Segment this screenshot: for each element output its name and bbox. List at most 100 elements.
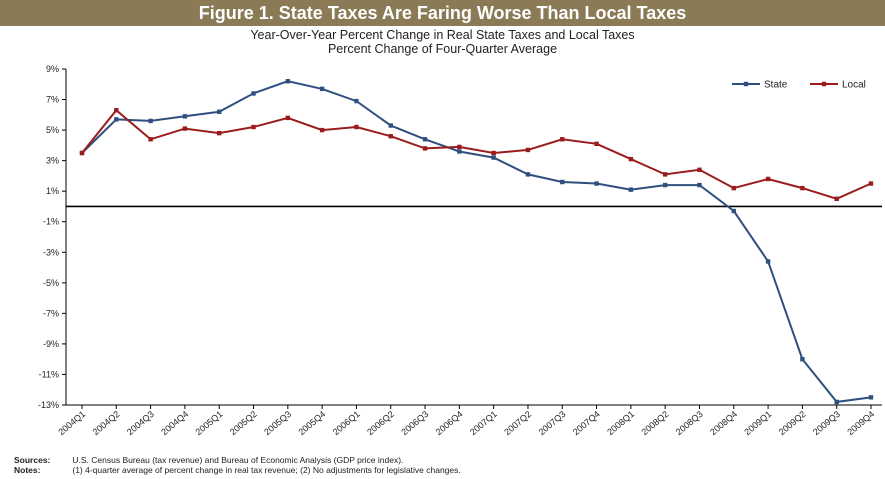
x-tick-label: 2006Q3 <box>399 409 430 437</box>
state-data-point <box>525 172 531 177</box>
local-legend-marker <box>821 81 827 87</box>
x-tick-label: 2008Q2 <box>639 409 670 437</box>
local-data-point <box>148 137 153 142</box>
footnotes: Sources: U.S. Census Bureau (tax revenue… <box>14 455 461 475</box>
state-data-point <box>834 399 839 405</box>
state-data-point <box>457 149 462 154</box>
chart-subtitle-1: Year-Over-Year Percent Change in Real St… <box>250 28 635 42</box>
state-legend-label: State <box>764 80 788 91</box>
local-data-point <box>868 181 874 186</box>
local-data-point <box>491 150 496 156</box>
x-tick-label: 2005Q2 <box>228 409 259 437</box>
local-data-point <box>251 124 256 130</box>
y-tick-label: -7% <box>43 308 59 318</box>
y-tick-label: 1% <box>46 186 59 196</box>
y-tick-label: -13% <box>38 400 59 410</box>
x-tick-label: 2006Q4 <box>434 409 465 437</box>
sources-text: U.S. Census Bureau (tax revenue) and Bur… <box>72 455 404 465</box>
x-tick-label: 2005Q1 <box>194 409 225 437</box>
y-tick-label: -11% <box>39 369 59 379</box>
notes-line: Notes: (1) 4-quarter average of percent … <box>14 465 461 475</box>
local-data-point <box>114 108 119 113</box>
local-series-line <box>81 108 872 200</box>
state-data-point <box>765 259 771 264</box>
local-legend-label: Local <box>842 80 866 91</box>
notes-label: Notes: <box>14 465 41 475</box>
x-tick-label: 2004Q3 <box>125 409 156 437</box>
x-tick-label: 2005Q3 <box>262 409 293 437</box>
state-data-point <box>285 79 291 84</box>
x-tick-label: 2009Q3 <box>811 409 842 437</box>
x-tick-label: 2007Q1 <box>468 409 499 437</box>
state-data-point <box>594 181 599 186</box>
x-tick-label: 2007Q2 <box>502 409 533 437</box>
x-tick-label: 2007Q3 <box>537 409 568 437</box>
local-data-point <box>662 172 668 177</box>
local-data-point <box>457 144 462 150</box>
state-data-point <box>628 187 634 192</box>
sources-line: Sources: U.S. Census Bureau (tax revenue… <box>14 455 461 465</box>
y-tick-label: -9% <box>43 339 59 349</box>
sources-label: Sources: <box>14 455 51 465</box>
local-data-point <box>354 124 359 130</box>
local-data-point <box>765 176 771 182</box>
state-series-line <box>81 80 872 403</box>
local-data-point <box>628 156 634 162</box>
state-data-point <box>388 123 393 128</box>
notes-text: (1) 4-quarter average of percent change … <box>72 465 461 475</box>
x-tick-label: 2006Q1 <box>331 409 362 437</box>
local-data-point <box>79 150 85 156</box>
state-data-point <box>148 118 153 124</box>
y-tick-label: -5% <box>43 278 59 288</box>
y-tick-label: -1% <box>43 217 59 227</box>
local-data-point <box>217 130 222 136</box>
local-data-point <box>422 146 428 151</box>
state-data-point <box>422 137 428 142</box>
state-data-point <box>800 356 805 362</box>
local-data-point <box>560 137 565 142</box>
x-tick-label: 2005Q4 <box>296 409 327 437</box>
local-data-point <box>182 126 188 131</box>
y-tick-label: 3% <box>46 156 59 166</box>
state-data-point <box>560 179 565 185</box>
local-data-point <box>525 147 531 153</box>
state-data-point <box>319 86 325 92</box>
local-data-point <box>594 141 599 147</box>
x-tick-label: 2007Q4 <box>571 409 602 437</box>
y-tick-label: 5% <box>46 125 59 135</box>
x-tick-label: 2004Q2 <box>91 409 122 437</box>
chart-subtitle-2: Percent Change of Four-Quarter Average <box>327 42 558 56</box>
y-tick-label: 9% <box>46 64 59 74</box>
local-data-point <box>388 134 393 139</box>
state-data-point <box>217 109 222 114</box>
local-data-point <box>800 185 805 191</box>
y-tick-label: 7% <box>46 95 59 105</box>
x-tick-label: 2006Q2 <box>365 409 396 437</box>
local-data-point <box>697 167 702 172</box>
state-data-point <box>114 117 119 122</box>
x-tick-label: 2008Q1 <box>605 409 636 437</box>
local-data-point <box>319 127 325 133</box>
x-tick-label: 2009Q1 <box>742 409 773 437</box>
state-data-point <box>697 182 702 188</box>
state-data-point <box>662 182 668 188</box>
state-data-point <box>354 98 359 104</box>
state-data-point <box>731 208 736 214</box>
local-data-point <box>285 115 291 121</box>
state-legend-marker <box>743 81 749 87</box>
x-tick-label: 2004Q1 <box>56 409 87 437</box>
state-data-point <box>491 155 496 160</box>
x-tick-label: 2009Q2 <box>777 409 808 437</box>
local-data-point <box>731 185 736 191</box>
state-data-point <box>182 114 188 119</box>
x-tick-label: 2009Q4 <box>845 409 876 437</box>
local-data-point <box>834 196 839 202</box>
x-tick-label: 2008Q4 <box>708 409 739 437</box>
x-tick-label: 2004Q4 <box>159 409 190 437</box>
state-data-point <box>868 395 874 400</box>
chart-title: Figure 1. State Taxes Are Faring Worse T… <box>0 0 885 26</box>
state-data-point <box>251 91 256 96</box>
x-tick-label: 2008Q3 <box>674 409 705 437</box>
